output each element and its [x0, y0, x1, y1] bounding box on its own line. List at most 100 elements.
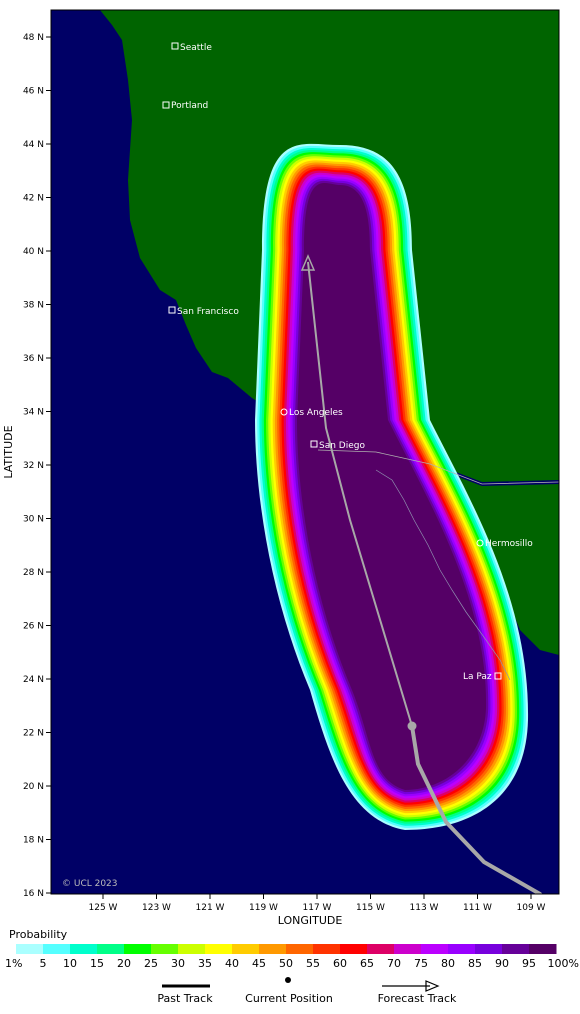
city-label: Hermosillo: [485, 539, 533, 549]
city-label: La Paz: [463, 672, 492, 682]
lat-tick-label: 22 N: [23, 729, 44, 739]
legend-label: 25: [144, 957, 158, 970]
legend-swatch: [340, 944, 368, 954]
legend-swatch: [259, 944, 287, 954]
lat-tick-label: 20 N: [23, 782, 44, 792]
city-label: San Diego: [319, 441, 365, 451]
legend-label: 95: [522, 957, 536, 970]
legend-swatch: [232, 944, 260, 954]
legend-label: 70: [387, 957, 401, 970]
legend-swatch: [502, 944, 530, 954]
current-position-legend-label: Current Position: [245, 992, 333, 1005]
lat-tick-label: 36 N: [23, 354, 44, 364]
legend-label: 30: [171, 957, 185, 970]
longitude-axis: 125 W 123 W 121 W 119 W 117 W 115 W 113 W 111 W…: [89, 894, 546, 913]
past-track-legend-label: Past Track: [157, 992, 213, 1005]
forecast-track-legend-arrow: [425, 980, 440, 992]
legend-swatch: [43, 944, 71, 954]
city-label: Los Angeles: [289, 408, 343, 418]
legend-swatch: [16, 944, 44, 954]
legend-swatch: [313, 944, 341, 954]
lon-tick-label: 115 W: [356, 903, 385, 913]
legend-swatch: [70, 944, 98, 954]
legend-label: 55: [306, 957, 320, 970]
watermark: © UCL 2023: [62, 879, 118, 889]
legend-title: Probability: [9, 928, 68, 941]
legend-label: 80: [441, 957, 455, 970]
legend-label: 90: [495, 957, 509, 970]
legend-labels: 1% 5 10 15 20 25 30 35 40 45 50 55 60 65 70 75 80 85 90 95 1…: [5, 957, 579, 970]
probability-swath: [255, 143, 529, 831]
past-track: [410, 724, 542, 894]
lon-tick-label: 113 W: [410, 903, 439, 913]
lat-tick-label: 34 N: [23, 408, 44, 418]
lat-tick-label: 40 N: [23, 247, 44, 257]
legend-label: 60: [333, 957, 347, 970]
legend-label: 45: [252, 957, 266, 970]
city-los-angeles: Los Angeles: [280, 408, 343, 418]
lon-tick-label: 125 W: [89, 903, 118, 913]
legend-swatch: [151, 944, 179, 954]
forecast-track: [307, 261, 413, 727]
lon-tick-label: 109 W: [517, 903, 546, 913]
lat-tick-label: 48 N: [23, 33, 44, 43]
lon-tick-label: 123 W: [142, 903, 171, 913]
legend-swatch: [286, 944, 314, 954]
latitude-axis: 48 N 46 N 44 N 42 N 40 N 38 N 36 N 34 N 32 N 30 N…: [23, 33, 51, 899]
legend-label: 15: [90, 957, 104, 970]
current-position-marker: [407, 721, 417, 731]
lat-tick-label: 26 N: [23, 622, 44, 632]
legend-label: 100%: [548, 957, 579, 970]
forecast-track-arrowhead: [300, 254, 316, 271]
legend-swatch: [475, 944, 503, 954]
legend-label: 75: [414, 957, 428, 970]
legend-swatch: [394, 944, 422, 954]
city-san-francisco: San Francisco: [168, 306, 239, 317]
legend-label: 35: [198, 957, 212, 970]
legend-swatch: [421, 944, 449, 954]
legend-swatch: [448, 944, 476, 954]
city-la-paz: La Paz: [463, 672, 502, 682]
current-position-legend-dot: [285, 977, 291, 983]
lat-tick-label: 24 N: [23, 675, 44, 685]
legend-label: 40: [225, 957, 239, 970]
legend-label: 1%: [5, 957, 22, 970]
legend-swatch: [178, 944, 206, 954]
lat-tick-label: 38 N: [23, 301, 44, 311]
y-axis-label: LATITUDE: [2, 425, 15, 478]
legend-swatch: [205, 944, 233, 954]
lat-tick-label: 46 N: [23, 87, 44, 97]
map-frame: [50, 9, 560, 895]
lat-tick-label: 28 N: [23, 568, 44, 578]
legend-swatch: [367, 944, 395, 954]
city-hermosillo: Hermosillo: [476, 539, 533, 549]
swath-band-19: [297, 182, 487, 790]
city-label: Seattle: [180, 43, 212, 53]
legend-swatch: [124, 944, 152, 954]
lat-tick-label: 16 N: [23, 889, 44, 899]
legend-label: 85: [468, 957, 482, 970]
lon-tick-label: 111 W: [463, 903, 492, 913]
forecast-track-legend-label: Forecast Track: [378, 992, 457, 1005]
lat-tick-label: 44 N: [23, 140, 44, 150]
legend-swatch: [97, 944, 125, 954]
gulf-of-california-coast: [375, 469, 511, 681]
legend-label: 5: [40, 957, 47, 970]
legend-label: 50: [279, 957, 293, 970]
legend-label: 20: [117, 957, 131, 970]
lat-tick-label: 42 N: [23, 194, 44, 204]
city-label: San Francisco: [177, 307, 239, 317]
lon-tick-label: 119 W: [249, 903, 278, 913]
city-seattle: Seattle: [171, 42, 212, 53]
x-axis-label: LONGITUDE: [278, 914, 343, 927]
lat-tick-label: 18 N: [23, 836, 44, 846]
lon-tick-label: 121 W: [196, 903, 225, 913]
legend-swatch: [529, 944, 557, 954]
us-mexico-border: [317, 449, 559, 485]
legend-color-bar: [16, 944, 557, 954]
lat-tick-label: 30 N: [23, 515, 44, 525]
lat-tick-label: 32 N: [23, 461, 44, 471]
city-label: Portland: [171, 101, 208, 111]
city-portland: Portland: [162, 101, 208, 111]
